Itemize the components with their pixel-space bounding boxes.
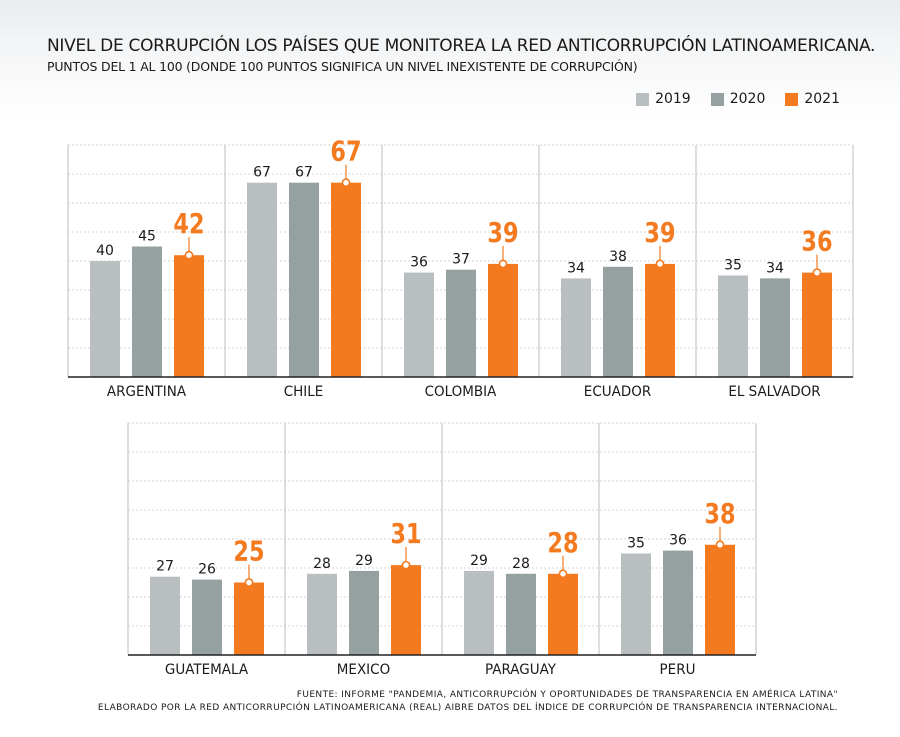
category-label: GUATEMALA	[165, 662, 249, 679]
data-label-highlight: 28	[547, 525, 578, 558]
bar	[561, 278, 591, 377]
data-label: 36	[669, 533, 687, 549]
source-line-1: FUENTE: INFORME "PANDEMIA, ANTICORRUPCIÓ…	[296, 690, 838, 700]
data-label: 38	[609, 249, 627, 265]
bar	[488, 263, 518, 377]
bar	[718, 275, 748, 377]
bar	[621, 553, 651, 655]
bar	[349, 570, 379, 655]
bar	[391, 565, 421, 655]
data-label: 27	[156, 559, 174, 575]
legend-swatch	[710, 92, 724, 106]
data-label-highlight: 42	[173, 207, 204, 240]
category-label: PARAGUAY	[485, 662, 556, 679]
category-label: COLOMBIA	[425, 384, 497, 401]
legend-label: 2021	[804, 91, 840, 107]
bar	[663, 550, 693, 655]
data-label: 29	[470, 553, 488, 569]
bar	[446, 269, 476, 377]
legend-item-2021: 2021	[785, 91, 840, 107]
bar	[802, 272, 832, 377]
source-note: FUENTE: INFORME "PANDEMIA, ANTICORRUPCIÓ…	[98, 689, 838, 715]
legend-item-2019: 2019	[636, 91, 691, 107]
bar	[247, 182, 277, 377]
data-label: 26	[198, 562, 216, 578]
bar	[548, 573, 578, 655]
callout-dot	[184, 250, 194, 260]
legend-label: 2020	[729, 91, 766, 107]
category-label: CHILE	[284, 384, 324, 401]
bar	[464, 570, 494, 655]
bar	[174, 255, 204, 377]
legend-swatch	[785, 92, 799, 106]
callout-dot	[341, 178, 351, 188]
bar	[603, 266, 633, 377]
data-label: 28	[512, 556, 530, 572]
bar	[760, 278, 790, 377]
category-label: ECUADOR	[584, 384, 652, 401]
data-label: 35	[724, 258, 742, 274]
bar	[234, 582, 264, 655]
data-label-highlight: 67	[330, 134, 361, 167]
category-label: EL SALVADOR	[728, 384, 821, 401]
category-label: MEXICO	[337, 662, 390, 679]
data-label: 28	[313, 556, 331, 572]
chart-title: NIVEL DE CORRUPCIÓN LOS PAÍSES QUE MONIT…	[47, 36, 876, 56]
data-label-highlight: 25	[233, 534, 264, 567]
bar	[132, 246, 162, 377]
data-label: 37	[452, 252, 470, 268]
data-label: 35	[627, 536, 645, 552]
data-label: 34	[766, 260, 784, 276]
category-label: ARGENTINA	[107, 384, 187, 401]
bar	[331, 182, 361, 377]
bar	[192, 579, 222, 655]
data-label: 29	[355, 553, 373, 569]
data-label: 36	[410, 255, 428, 271]
callout-dot	[558, 569, 568, 579]
callout-dot	[812, 268, 822, 277]
data-label: 67	[253, 165, 271, 181]
callout-dot	[498, 259, 508, 269]
data-label-highlight: 39	[487, 215, 518, 248]
callout-dot	[401, 560, 411, 570]
legend-swatch	[636, 92, 650, 106]
bar	[289, 182, 319, 377]
bar	[90, 261, 120, 377]
bar	[705, 544, 735, 655]
bar	[150, 576, 180, 655]
source-line-2: ELABORADO POR LA RED ANTICORRUPCIÓN LATI…	[97, 703, 838, 713]
bar	[506, 573, 536, 655]
legend-label: 2019	[655, 91, 691, 107]
callout-dot	[244, 578, 254, 587]
callout-dot	[715, 540, 725, 550]
data-label-highlight: 39	[644, 215, 675, 248]
data-label-highlight: 38	[704, 496, 735, 529]
chart-subtitle: PUNTOS DEL 1 AL 100 (DONDE 100 PUNTOS SI…	[47, 59, 638, 74]
category-label: PERU	[660, 662, 696, 679]
bar	[307, 573, 337, 655]
callout-dot	[655, 259, 665, 269]
bar	[645, 263, 675, 377]
data-label: 34	[567, 260, 585, 276]
data-label: 40	[96, 243, 114, 259]
data-label-highlight: 36	[801, 224, 832, 257]
legend: 2019 2020 2021	[636, 91, 840, 107]
legend-item-2020: 2020	[710, 91, 766, 107]
data-label: 67	[295, 165, 313, 181]
data-label-highlight: 31	[390, 517, 421, 550]
data-label: 45	[138, 229, 156, 245]
bar	[404, 272, 434, 377]
